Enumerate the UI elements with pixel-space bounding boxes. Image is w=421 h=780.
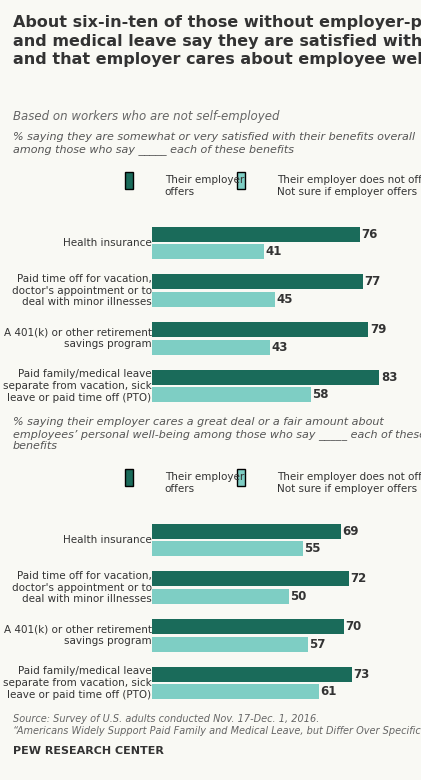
Text: 45: 45 [277,293,293,306]
Bar [152,667,352,682]
Text: 79: 79 [370,323,386,336]
Bar [152,684,319,700]
Text: 73: 73 [353,668,370,681]
Text: 77: 77 [364,275,381,289]
Bar [152,322,368,337]
Text: A 401(k) or other retirement
savings program: A 401(k) or other retirement savings pro… [3,328,152,349]
Text: 69: 69 [342,525,359,537]
Bar [152,275,363,289]
Text: 70: 70 [345,620,361,633]
Text: % saying they are somewhat or very satisfied with their benefits overall
among t: % saying they are somewhat or very satis… [13,132,415,154]
Bar [152,619,344,634]
Text: 72: 72 [351,573,367,585]
Bar [152,292,275,307]
Text: A 401(k) or other retirement
savings program: A 401(k) or other retirement savings pro… [3,625,152,646]
Bar [152,244,264,260]
Text: 50: 50 [290,590,306,603]
Text: % saying their employer cares a great deal or a fair amount about
employees’ per: % saying their employer cares a great de… [13,417,421,451]
Text: 61: 61 [320,686,337,698]
Text: Source: Survey of U.S. adults conducted Nov. 17-Dec. 1, 2016.
“Americans Widely : Source: Survey of U.S. adults conducted … [13,714,421,736]
Text: 76: 76 [362,228,378,241]
Text: Their employer
offers: Their employer offers [165,473,244,494]
Text: Paid time off for vacation,
doctor's appointment or to
deal with minor illnesses: Paid time off for vacation, doctor's app… [11,571,152,605]
Bar [152,339,269,355]
Text: Their employer does not offer/
Not sure if employer offers: Their employer does not offer/ Not sure … [277,176,421,197]
Text: PEW RESEARCH CENTER: PEW RESEARCH CENTER [13,746,163,756]
Text: Paid time off for vacation,
doctor's appointment or to
deal with minor illnesses: Paid time off for vacation, doctor's app… [11,274,152,307]
Text: Their employer
offers: Their employer offers [165,176,244,197]
Bar [152,541,303,556]
Text: Based on workers who are not self-employed: Based on workers who are not self-employ… [13,110,279,123]
Text: 41: 41 [266,245,282,258]
FancyBboxPatch shape [125,172,133,189]
Bar [152,571,349,587]
Bar [152,636,308,652]
Text: Health insurance: Health insurance [63,535,152,545]
Text: Paid family/medical leave
separate from vacation, sick
leave or paid time off (P: Paid family/medical leave separate from … [3,370,152,402]
Text: 57: 57 [309,638,326,651]
Text: About six-in-ten of those without employer-paid family
and medical leave say the: About six-in-ten of those without employ… [13,15,421,67]
Text: Health insurance: Health insurance [63,238,152,248]
FancyBboxPatch shape [237,172,245,189]
Bar [152,226,360,242]
Text: 43: 43 [271,341,288,353]
Bar [152,387,311,402]
Text: 58: 58 [312,388,329,402]
Bar [152,523,341,539]
Bar [152,370,379,385]
Text: 55: 55 [304,542,320,555]
FancyBboxPatch shape [125,469,133,486]
Text: Their employer does not offer/
Not sure if employer offers: Their employer does not offer/ Not sure … [277,473,421,494]
Text: Paid family/medical leave
separate from vacation, sick
leave or paid time off (P: Paid family/medical leave separate from … [3,666,152,700]
Bar [152,589,289,604]
FancyBboxPatch shape [237,469,245,486]
Text: 83: 83 [381,370,397,384]
